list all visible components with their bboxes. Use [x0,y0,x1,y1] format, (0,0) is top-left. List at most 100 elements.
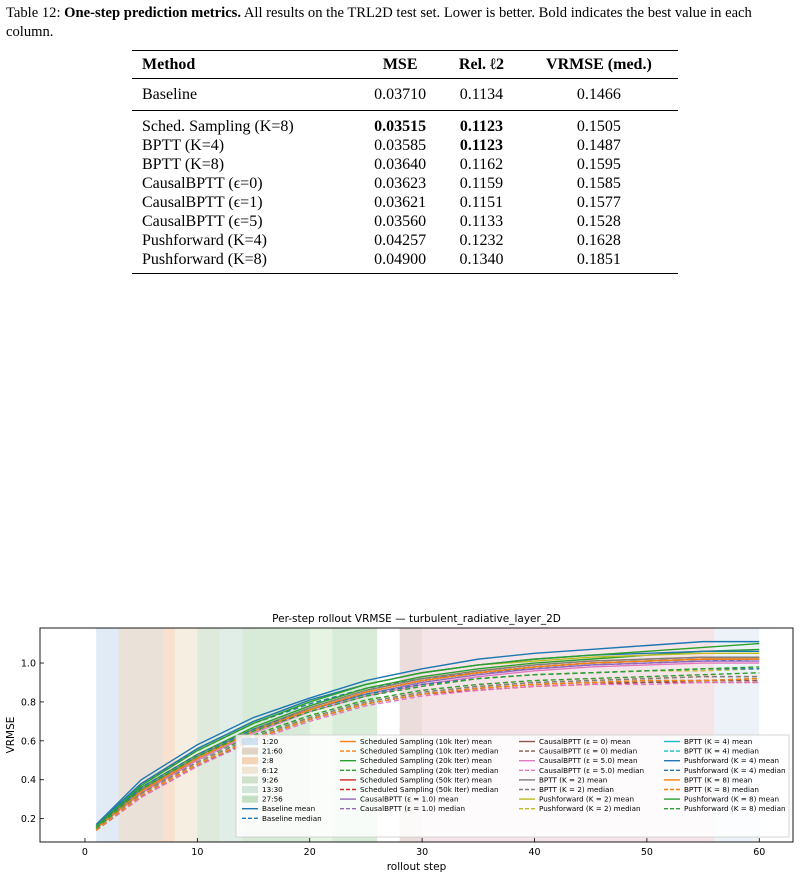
table-row: Sched. Sampling (K=8) 0.03515 0.1123 0.1505 [132,111,678,137]
legend-series-label: BPTT (K = 4) mean [684,737,752,746]
cell-vrmse: 0.1851 [519,250,678,274]
cell-vrmse: 0.1528 [576,213,621,230]
band-span [197,628,220,842]
table-row: Pushforward (K=8) 0.04900 0.1340 0.1851 [132,250,678,274]
legend-series-label: Baseline mean [262,804,315,813]
legend-series-label: CausalBPTT (ε = 1.0) median [360,804,465,813]
cell-rel: 0.1151 [459,194,504,211]
x-tick-label: 10 [191,847,203,858]
cell-vrmse: 0.1577 [576,194,621,211]
table-row: Pushforward (K=4) 0.04257 0.1232 0.1628 [132,231,678,250]
legend-series-label: Pushforward (K = 4) median [684,766,786,775]
cell-mse: 0.03710 [357,78,444,111]
legend-series-label: CausalBPTT (ε = 5.0) mean [539,756,638,765]
table-row: CausalBPTT (ϵ=0) 0.03623 0.1159 0.1585 [132,174,678,193]
cell-method: Baseline [132,78,358,111]
legend-series-label: BPTT (K = 4) median [684,747,759,756]
plot-frame [39,627,794,843]
legend-series-label: CausalBPTT (ε = 0) mean [539,737,631,746]
band-span [163,628,175,842]
cell-mse: 0.04257 [374,232,427,249]
table-row: BPTT (K=4) 0.03585 0.1123 0.1487 [132,136,678,155]
cell-vrmse: 0.1628 [576,232,621,249]
cell-rel: 0.1340 [443,250,520,274]
y-axis-label: VRMSE [5,717,17,754]
legend-series-label: CausalBPTT (ε = 0) median [539,747,637,756]
cell-method: Sched. Sampling (K=8) [142,118,294,135]
legend-series-label: Baseline median [262,814,322,823]
cell-method: BPTT (K=8) [142,156,225,173]
cell-rel: 0.1123 [459,137,504,154]
band-span [118,628,164,842]
y-tick-label: 0.8 [21,697,36,708]
legend-series-label: Pushforward (K = 4) mean [684,756,779,765]
legend-series-label: BPTT (K = 8) mean [684,775,752,784]
table-row: CausalBPTT (ϵ=1) 0.03621 0.1151 0.1577 [132,193,678,212]
legend-series-label: Scheduled Sampling (10k Iter) mean [360,737,492,746]
table-caption: Table 12: One-step prediction metrics. A… [6,4,801,42]
legend-band-swatch [242,757,258,765]
series-line [95,658,760,829]
header-mse: MSE [357,50,444,79]
cell-mse: 0.03515 [374,118,427,135]
header-rel: Rel. ℓ2 [443,50,520,79]
legend-band-swatch [242,766,258,774]
legend-band-label: 6:12 [262,766,278,775]
legend-band-label: 27:56 [262,795,283,804]
band-span [174,628,198,842]
series-line [95,642,760,827]
x-tick-label: 20 [304,847,316,858]
legend-series-label: Scheduled Sampling (20k Iter) median [360,766,499,775]
metrics-table: Method MSE Rel. ℓ2 VRMSE (med.) Baseline… [132,50,678,274]
table-body: Baseline 0.03710 0.1134 0.1466 Sched. Sampli… [132,78,678,274]
cell-method: Pushforward (K=4) [142,232,267,249]
band-span [96,628,119,842]
x-tick-label: 0 [82,847,88,858]
y-tick-label: 1.0 [21,659,36,670]
legend-box [235,734,790,838]
cell-method: Pushforward (K=8) [132,250,358,274]
cell-rel: 0.1162 [459,156,504,173]
legend-band-swatch [242,795,258,803]
legend-band-label: 13:30 [262,785,283,794]
legend-series-label: Pushforward (K = 2) median [539,804,641,813]
legend-series-label: Scheduled Sampling (20k Iter) mean [360,756,492,765]
cell-mse: 0.04900 [357,250,444,274]
cell-rel: 0.1133 [459,213,504,230]
x-tick-label: 40 [528,847,540,858]
x-tick-label: 50 [641,847,653,858]
legend-series-label: Scheduled Sampling (50k Iter) median [360,785,499,794]
cell-vrmse: 0.1505 [576,118,621,135]
cell-method: CausalBPTT (ϵ=0) [142,175,263,192]
legend-series-label: CausalBPTT (ε = 5.0) median [539,766,644,775]
cell-method: BPTT (K=4) [142,137,225,154]
legend-band-swatch [242,738,258,745]
table-header-row: Method MSE Rel. ℓ2 VRMSE (med.) [132,50,678,79]
y-tick-label: 0.4 [21,775,36,786]
cell-rel: 0.1134 [443,78,520,111]
caption-title: One-step prediction metrics. [64,5,242,21]
legend-series-label: BPTT (K = 8) median [684,785,759,794]
cell-mse: 0.03640 [374,156,427,173]
rollout-chart-svg: 0 10 20 30 40 50 60 0.2 0.4 0.6 0.8 1.0 Per-step rol… [0,608,805,873]
series-line [95,681,760,831]
legend-series-label: Pushforward (K = 2) mean [539,795,634,804]
series-line [95,666,760,829]
cell-vrmse: 0.1595 [576,156,621,173]
legend-series-label: BPTT (K = 2) median [539,785,614,794]
cell-mse: 0.03585 [374,137,427,154]
legend-band-label: 1:20 [262,737,279,746]
legend-series-label: BPTT (K = 2) mean [539,775,607,784]
caption-text: All results on the TRL2D test set. Lower… [6,5,752,40]
header-vrmse: VRMSE (med.) [519,50,678,79]
cell-rel: 0.1159 [459,175,504,192]
legend-series-label: Pushforward (K = 8) median [684,804,786,813]
table-row: Baseline 0.03710 0.1134 0.1466 [132,78,678,111]
cell-method: CausalBPTT (ϵ=5) [142,213,263,230]
legend-series-label: Pushforward (K = 8) mean [684,795,779,804]
header-method: Method [132,50,358,79]
series-group [95,640,760,831]
legend-band-swatch [242,776,258,784]
series-line [95,675,760,829]
